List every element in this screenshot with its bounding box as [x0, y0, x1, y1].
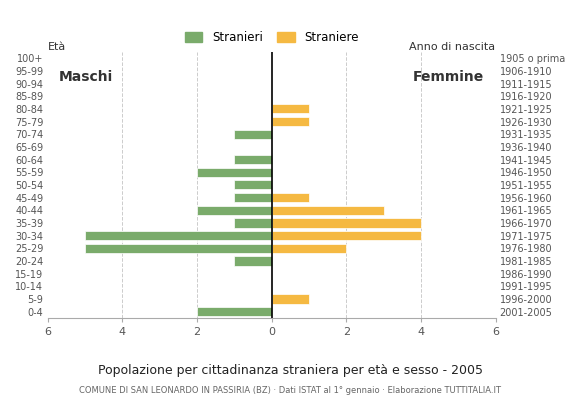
Bar — [271, 294, 309, 304]
Bar — [271, 231, 421, 240]
Legend: Stranieri, Straniere: Stranieri, Straniere — [184, 31, 358, 44]
Text: Femmine: Femmine — [413, 70, 484, 84]
Bar — [271, 104, 309, 114]
Text: Anno di nascita: Anno di nascita — [409, 42, 495, 52]
Bar — [234, 193, 271, 202]
Bar — [234, 130, 271, 139]
Bar — [234, 180, 271, 190]
Bar — [234, 155, 271, 164]
Bar — [271, 218, 421, 228]
Bar — [85, 244, 271, 253]
Bar — [271, 193, 309, 202]
Text: Età: Età — [48, 42, 66, 52]
Bar — [197, 168, 271, 177]
Text: Maschi: Maschi — [59, 70, 113, 84]
Text: Popolazione per cittadinanza straniera per età e sesso - 2005: Popolazione per cittadinanza straniera p… — [97, 364, 483, 377]
Bar — [85, 231, 271, 240]
Bar — [271, 206, 383, 215]
Text: COMUNE DI SAN LEONARDO IN PASSIRIA (BZ) · Dati ISTAT al 1° gennaio · Elaborazion: COMUNE DI SAN LEONARDO IN PASSIRIA (BZ) … — [79, 386, 501, 395]
Bar — [234, 256, 271, 266]
Bar — [197, 206, 271, 215]
Bar — [234, 218, 271, 228]
Bar — [271, 244, 346, 253]
Bar — [271, 117, 309, 126]
Bar — [197, 307, 271, 316]
